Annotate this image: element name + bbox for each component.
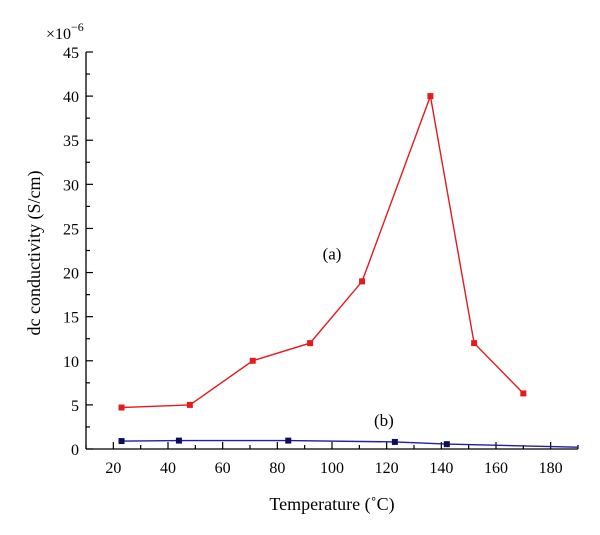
x-tick-label: 100 xyxy=(320,460,344,477)
data-point xyxy=(175,437,182,444)
series-layer: (a) (b) xyxy=(118,93,579,448)
data-point xyxy=(391,438,398,445)
y-tick-label: 40 xyxy=(63,89,79,106)
data-point xyxy=(471,340,478,347)
y-tick-label: 10 xyxy=(63,354,79,371)
x-tick-label: 60 xyxy=(215,460,231,477)
y-tick-label: 5 xyxy=(71,398,79,415)
data-point xyxy=(118,438,125,445)
y-tick-label: 20 xyxy=(63,266,79,283)
data-point xyxy=(443,441,450,448)
data-point xyxy=(118,404,125,411)
y-multiplier: ×10−6 xyxy=(46,20,84,43)
x-tick-label: 80 xyxy=(269,460,285,477)
x-tick-label: 160 xyxy=(484,460,508,477)
y-tick-label: 15 xyxy=(63,310,79,327)
data-point xyxy=(427,93,434,100)
data-point xyxy=(359,278,366,285)
data-point xyxy=(307,340,314,347)
y-multiplier-base: ×10 xyxy=(46,26,71,43)
y-tick-label: 45 xyxy=(63,45,79,62)
data-point xyxy=(520,390,527,397)
series-line xyxy=(121,93,524,409)
x-tick-label: 20 xyxy=(105,460,121,477)
y-tick-label: 30 xyxy=(63,177,79,194)
series-2: (b) xyxy=(118,411,579,448)
series-1: (a) xyxy=(118,93,527,411)
x-axis-title: Temperature (˚C) xyxy=(269,494,394,515)
y-multiplier-exponent: −6 xyxy=(71,20,84,34)
series-label: (b) xyxy=(374,411,394,430)
axes: 20 40 60 80 100 120 140 160 180 0 5 10 15 20 25 30 35 40 4… xyxy=(63,45,579,477)
y-tick-label: 35 xyxy=(63,133,79,150)
data-point xyxy=(249,357,256,364)
data-point xyxy=(285,437,292,444)
x-tick-label: 40 xyxy=(160,460,176,477)
x-tick-label: 180 xyxy=(539,460,563,477)
series-line xyxy=(121,439,579,448)
y-axis-title: dc conductivity (S/cm) xyxy=(24,171,45,336)
series-label: (a) xyxy=(323,244,342,263)
y-tick-label: 0 xyxy=(71,442,79,459)
y-tick-label: 25 xyxy=(63,221,79,238)
data-point xyxy=(186,401,193,408)
x-tick-label: 120 xyxy=(375,460,399,477)
x-tick-label: 140 xyxy=(429,460,453,477)
